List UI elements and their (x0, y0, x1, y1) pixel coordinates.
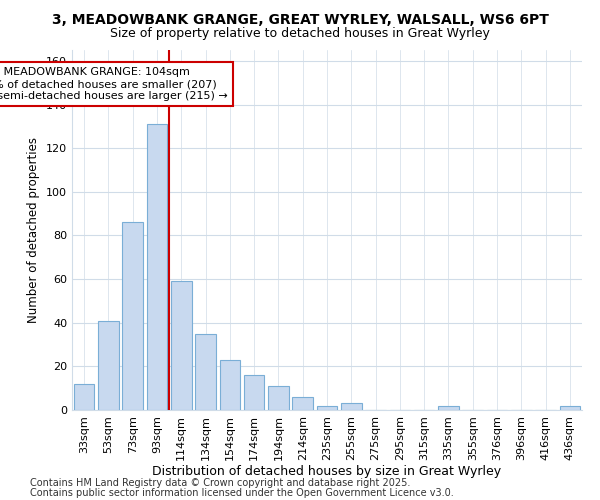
Bar (146, 124, 167, 410)
X-axis label: Distribution of detached houses by size in Great Wyrley: Distribution of detached houses by size … (152, 466, 502, 478)
Bar (122, 222, 143, 410)
Bar (98, 320, 119, 410)
Bar (195, 334, 216, 410)
Bar (74, 384, 94, 410)
Y-axis label: Number of detached properties: Number of detached properties (28, 137, 40, 323)
Bar (171, 282, 191, 410)
Bar (560, 406, 580, 410)
Bar (438, 406, 459, 410)
Bar (220, 360, 240, 410)
Text: Contains HM Land Registry data © Crown copyright and database right 2025.: Contains HM Land Registry data © Crown c… (30, 478, 410, 488)
Text: 3 MEADOWBANK GRANGE: 104sqm
← 49% of detached houses are smaller (207)
50% of se: 3 MEADOWBANK GRANGE: 104sqm ← 49% of det… (0, 68, 227, 100)
Bar (317, 406, 337, 410)
Bar (244, 375, 265, 410)
Text: Contains public sector information licensed under the Open Government Licence v3: Contains public sector information licen… (30, 488, 454, 498)
Text: 3, MEADOWBANK GRANGE, GREAT WYRLEY, WALSALL, WS6 6PT: 3, MEADOWBANK GRANGE, GREAT WYRLEY, WALS… (52, 12, 548, 26)
Bar (292, 397, 313, 410)
Bar (341, 404, 362, 410)
Text: Size of property relative to detached houses in Great Wyrley: Size of property relative to detached ho… (110, 28, 490, 40)
Bar (268, 386, 289, 410)
